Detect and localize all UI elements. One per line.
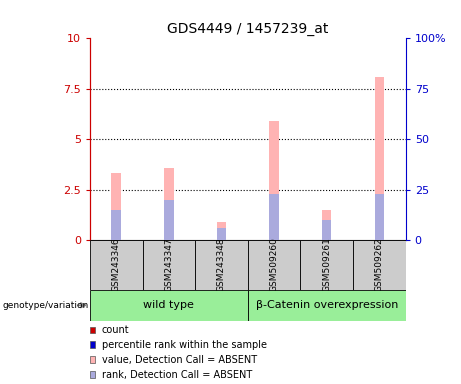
Bar [90, 290, 248, 321]
Text: GSM509260: GSM509260 [270, 238, 278, 292]
Text: percentile rank within the sample: percentile rank within the sample [102, 340, 267, 350]
Text: wild type: wild type [143, 300, 194, 310]
Text: count: count [102, 325, 130, 335]
Bar [164, 200, 174, 240]
Text: GSM243347: GSM243347 [164, 238, 173, 292]
Title: GDS4449 / 1457239_at: GDS4449 / 1457239_at [167, 22, 329, 36]
Bar [322, 210, 331, 240]
Bar [375, 77, 384, 240]
Text: GSM509262: GSM509262 [375, 238, 384, 292]
Bar [195, 240, 248, 290]
Text: GSM243346: GSM243346 [112, 238, 121, 292]
Bar [248, 290, 406, 321]
Text: genotype/variation: genotype/variation [2, 301, 89, 310]
Bar [269, 194, 279, 240]
Bar [353, 240, 406, 290]
Bar [90, 240, 142, 290]
Bar [322, 220, 331, 240]
Text: β-Catenin overexpression: β-Catenin overexpression [255, 300, 398, 310]
Text: GSM243348: GSM243348 [217, 238, 226, 292]
Text: rank, Detection Call = ABSENT: rank, Detection Call = ABSENT [102, 370, 252, 380]
Bar [217, 228, 226, 240]
Bar [301, 240, 353, 290]
Bar [248, 240, 301, 290]
Text: value, Detection Call = ABSENT: value, Detection Call = ABSENT [102, 355, 257, 365]
Bar [217, 222, 226, 240]
Text: GSM509261: GSM509261 [322, 238, 331, 292]
Bar [112, 174, 121, 240]
Bar [142, 240, 195, 290]
Bar [375, 194, 384, 240]
Bar [269, 121, 279, 240]
Bar [164, 169, 174, 240]
Bar [112, 210, 121, 240]
